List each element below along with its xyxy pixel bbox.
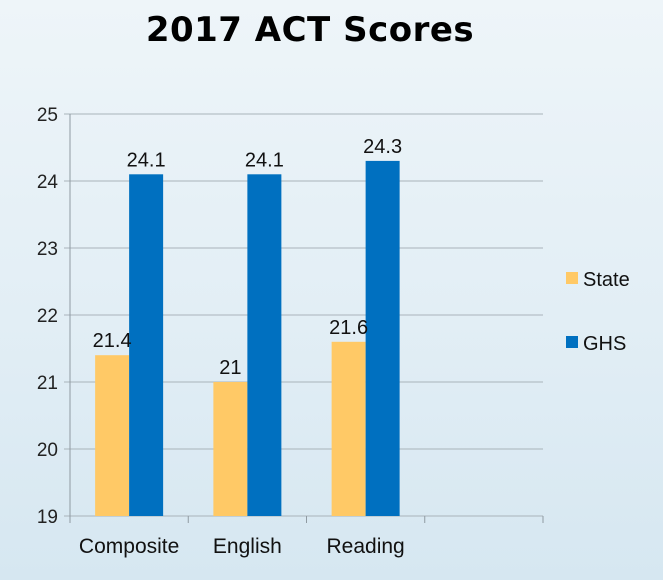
data-label: 24.1 — [245, 149, 284, 171]
data-label: 24.1 — [127, 149, 166, 171]
bar-ghs-english — [247, 174, 282, 517]
y-tick-label: 21 — [37, 373, 58, 394]
bar-ghs-reading — [365, 160, 400, 516]
y-tick-label: 20 — [37, 440, 58, 461]
x-tick-label: English — [213, 535, 282, 558]
y-tick-label: 22 — [37, 306, 58, 327]
data-label: 21.4 — [93, 330, 132, 352]
data-label: 21.6 — [329, 317, 368, 339]
bar-ghs-composite — [129, 174, 164, 517]
data-labels: 21.4 24.1 21 24.1 21.6 24.3 — [93, 136, 402, 379]
data-label: 21 — [219, 357, 241, 379]
chart-title: 2017 ACT Scores — [145, 10, 475, 50]
legend-swatch-state — [566, 272, 578, 284]
y-tick-label: 25 — [37, 105, 58, 126]
y-tick-label: 23 — [37, 239, 58, 260]
bars — [95, 160, 400, 517]
data-label: 24.3 — [363, 136, 402, 158]
legend: State GHS — [566, 269, 630, 355]
bar-state-composite — [95, 355, 130, 516]
axes: 19 20 21 22 23 24 25 Composite English Reading — [37, 105, 544, 558]
x-tick-label: Reading — [327, 535, 405, 558]
y-tick-label: 19 — [37, 507, 58, 528]
bar-state-english — [213, 382, 248, 516]
legend-label: GHS — [583, 333, 626, 355]
x-tick-label: Composite — [79, 535, 179, 558]
bar-state-reading — [331, 341, 366, 516]
legend-swatch-ghs — [566, 336, 578, 348]
legend-label: State — [583, 269, 630, 291]
y-tick-label: 24 — [37, 172, 59, 193]
